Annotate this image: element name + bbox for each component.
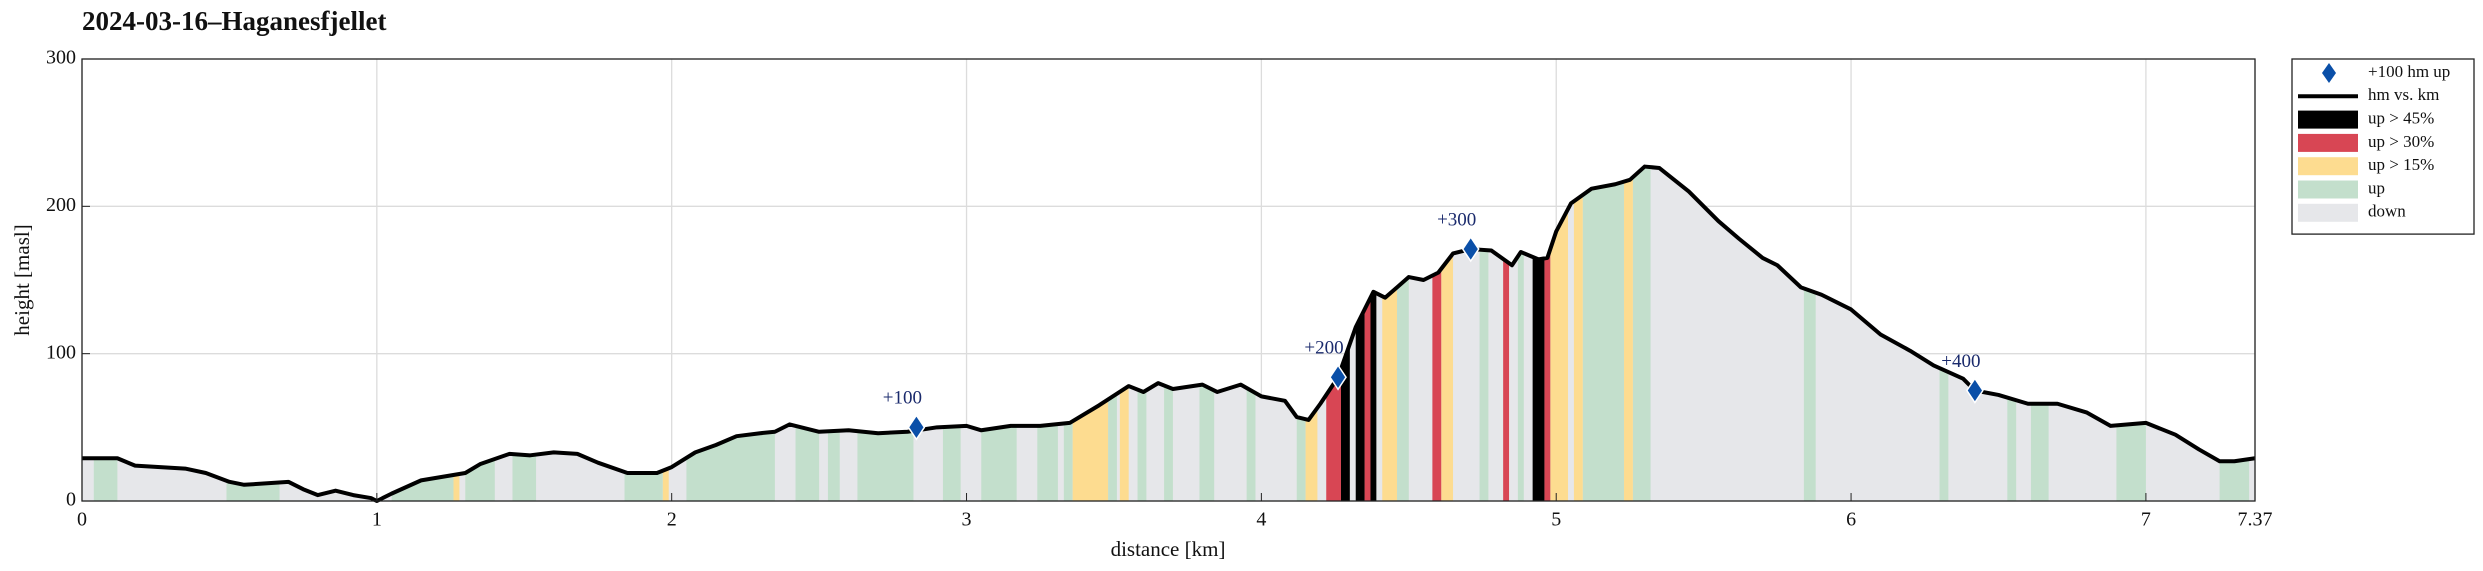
slope-band (1063, 421, 1073, 501)
legend-label: +100 hm up (2368, 62, 2450, 81)
legend-label: up > 45% (2368, 109, 2434, 128)
slope-band (1803, 288, 1816, 501)
x-tick-label: 1 (372, 509, 382, 531)
y-axis-label: height [masl] (10, 224, 34, 335)
marker-label: +200 (1304, 338, 1343, 359)
legend-swatch (2298, 180, 2358, 199)
x-tick-label: 3 (962, 509, 972, 531)
slope-band (1119, 386, 1129, 501)
y-tick-label: 100 (46, 341, 76, 363)
slope-band (1503, 258, 1510, 501)
y-tick-label: 200 (46, 194, 76, 216)
slope-band (1246, 387, 1256, 501)
slope-band (1624, 177, 1633, 502)
slope-band (1199, 384, 1215, 501)
slope-band (1441, 253, 1454, 501)
down-area (82, 166, 2255, 501)
x-tick-label: 7.37 (2238, 509, 2273, 531)
slope-band (1939, 368, 1949, 501)
slope-band (1072, 399, 1109, 501)
slope-band (1550, 208, 1569, 501)
marker-label: +300 (1437, 209, 1476, 230)
x-tick-label: 2 (667, 509, 677, 531)
slope-band (1370, 291, 1377, 501)
slope-band (2116, 422, 2146, 501)
chart-title: 2024-03-16–Haganesfjellet (82, 6, 386, 36)
slope-band (2007, 397, 2017, 501)
slope-band (1532, 256, 1545, 501)
marker (1329, 363, 1347, 391)
slope-band (1296, 417, 1306, 501)
slope-band (795, 425, 820, 501)
slope-band (1108, 393, 1117, 501)
legend-marker (2322, 63, 2336, 83)
marker-label: +100 (883, 388, 922, 409)
slope-band (1355, 309, 1365, 501)
legend-label: hm vs. km (2368, 85, 2439, 104)
slope-band (1137, 389, 1147, 501)
x-axis-label: distance [km] (1111, 537, 1226, 561)
slope-band (1432, 268, 1442, 501)
slope-band (1517, 252, 1524, 501)
y-tick-label: 0 (66, 489, 76, 511)
slope-band (1037, 424, 1058, 501)
slope-band (1382, 287, 1398, 501)
slope-band (1326, 368, 1341, 501)
slope-band (1632, 166, 1651, 501)
legend-swatch (2298, 203, 2358, 222)
slope-band (1397, 277, 1409, 501)
y-tick-label: 300 (46, 47, 76, 69)
x-tick-label: 4 (1256, 509, 1266, 531)
legend-label: down (2368, 202, 2406, 221)
slope-band (1305, 407, 1318, 501)
x-tick-label: 0 (77, 509, 87, 531)
slope-band (2030, 403, 2049, 501)
slope-band (2219, 459, 2250, 501)
slope-band (1340, 343, 1350, 501)
slope-band (827, 430, 840, 501)
marker (1965, 377, 1984, 404)
slope-band (1364, 297, 1371, 501)
slope-band (857, 430, 914, 501)
marker (1461, 235, 1480, 263)
slope-band (686, 431, 775, 501)
slope-band (662, 468, 669, 501)
legend-label: up > 30% (2368, 132, 2434, 151)
slope-band (981, 425, 1017, 501)
slope-band (453, 473, 460, 501)
legend-swatch (2298, 157, 2358, 176)
marker (907, 413, 926, 441)
legend-label: up (2368, 178, 2385, 197)
slope-band (624, 470, 663, 501)
plot-frame (81, 58, 2256, 502)
marker-label: +400 (1941, 351, 1980, 372)
x-tick-label: 5 (1551, 509, 1561, 531)
slope-band (1164, 385, 1173, 501)
legend-label: up > 15% (2368, 155, 2434, 174)
slope-band (1544, 249, 1551, 501)
x-tick-label: 7 (2141, 509, 2151, 531)
slope-band (93, 458, 118, 501)
slope-band (1479, 249, 1489, 501)
slope-band (391, 474, 454, 501)
slope-band (1582, 181, 1625, 501)
profile-line (82, 164, 2256, 503)
slope-band (942, 426, 961, 501)
slope-band (512, 454, 537, 501)
legend-swatch (2298, 133, 2358, 152)
legend-swatch (2298, 110, 2358, 129)
x-tick-label: 6 (1846, 509, 1856, 531)
slope-band (1573, 194, 1583, 501)
